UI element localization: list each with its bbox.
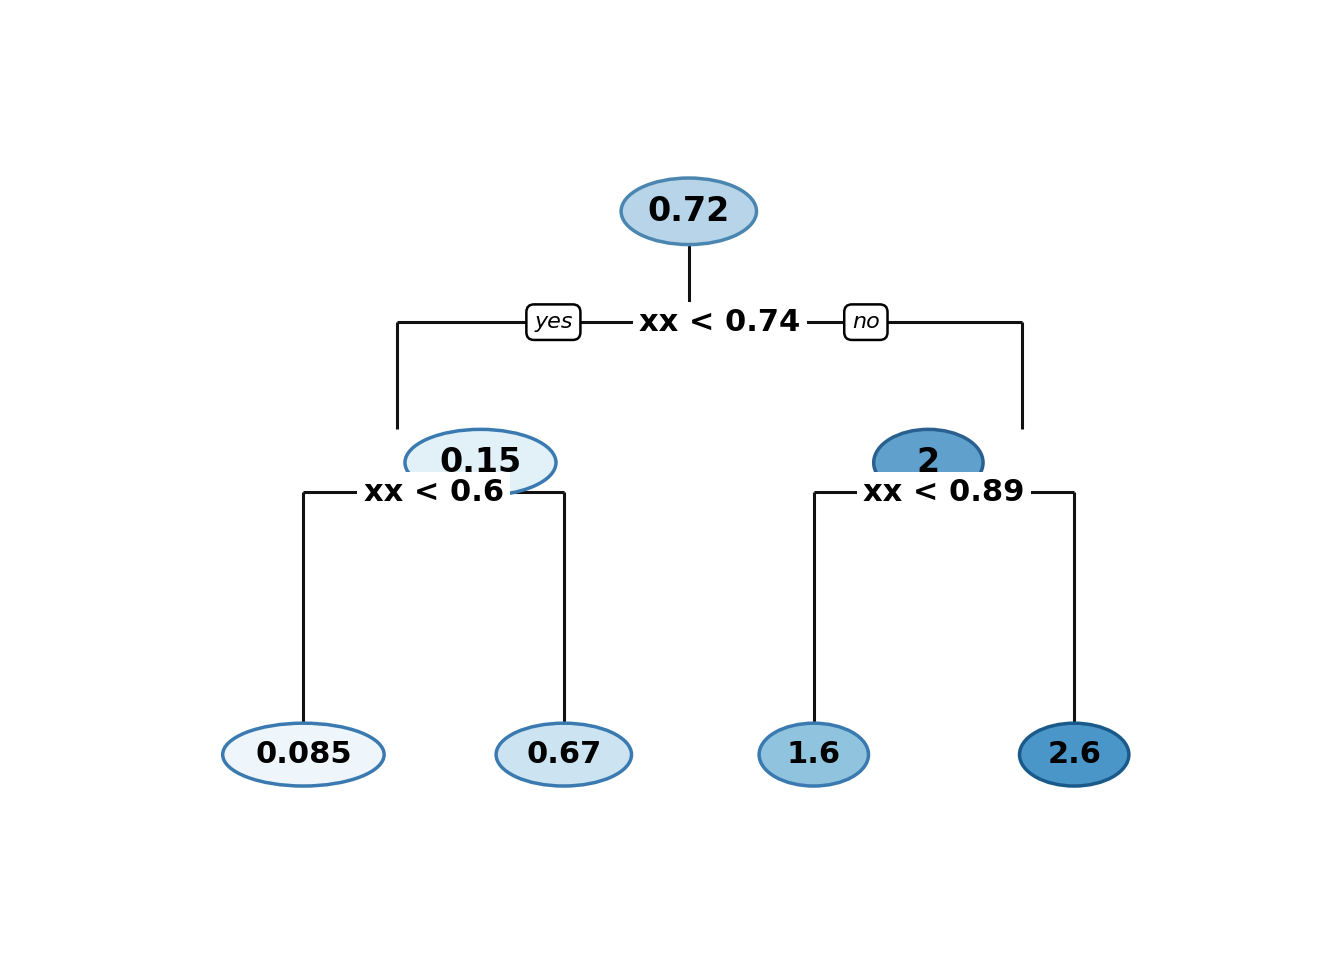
Text: no: no [852, 312, 880, 332]
Text: 0.085: 0.085 [255, 740, 352, 769]
Text: xx < 0.6: xx < 0.6 [363, 478, 504, 507]
Text: 0.67: 0.67 [527, 740, 601, 769]
Text: 2: 2 [917, 446, 939, 479]
Ellipse shape [223, 723, 384, 786]
Ellipse shape [405, 429, 556, 496]
Ellipse shape [496, 723, 632, 786]
Text: 1.6: 1.6 [786, 740, 841, 769]
Text: 0.72: 0.72 [648, 195, 730, 228]
Ellipse shape [621, 178, 757, 245]
Ellipse shape [1020, 723, 1129, 786]
Text: yes: yes [534, 312, 573, 332]
Text: 0.15: 0.15 [439, 446, 521, 479]
Ellipse shape [874, 429, 982, 496]
Text: xx < 0.89: xx < 0.89 [863, 478, 1024, 507]
Text: xx < 0.74: xx < 0.74 [640, 307, 801, 337]
Ellipse shape [759, 723, 868, 786]
Text: 2.6: 2.6 [1047, 740, 1101, 769]
